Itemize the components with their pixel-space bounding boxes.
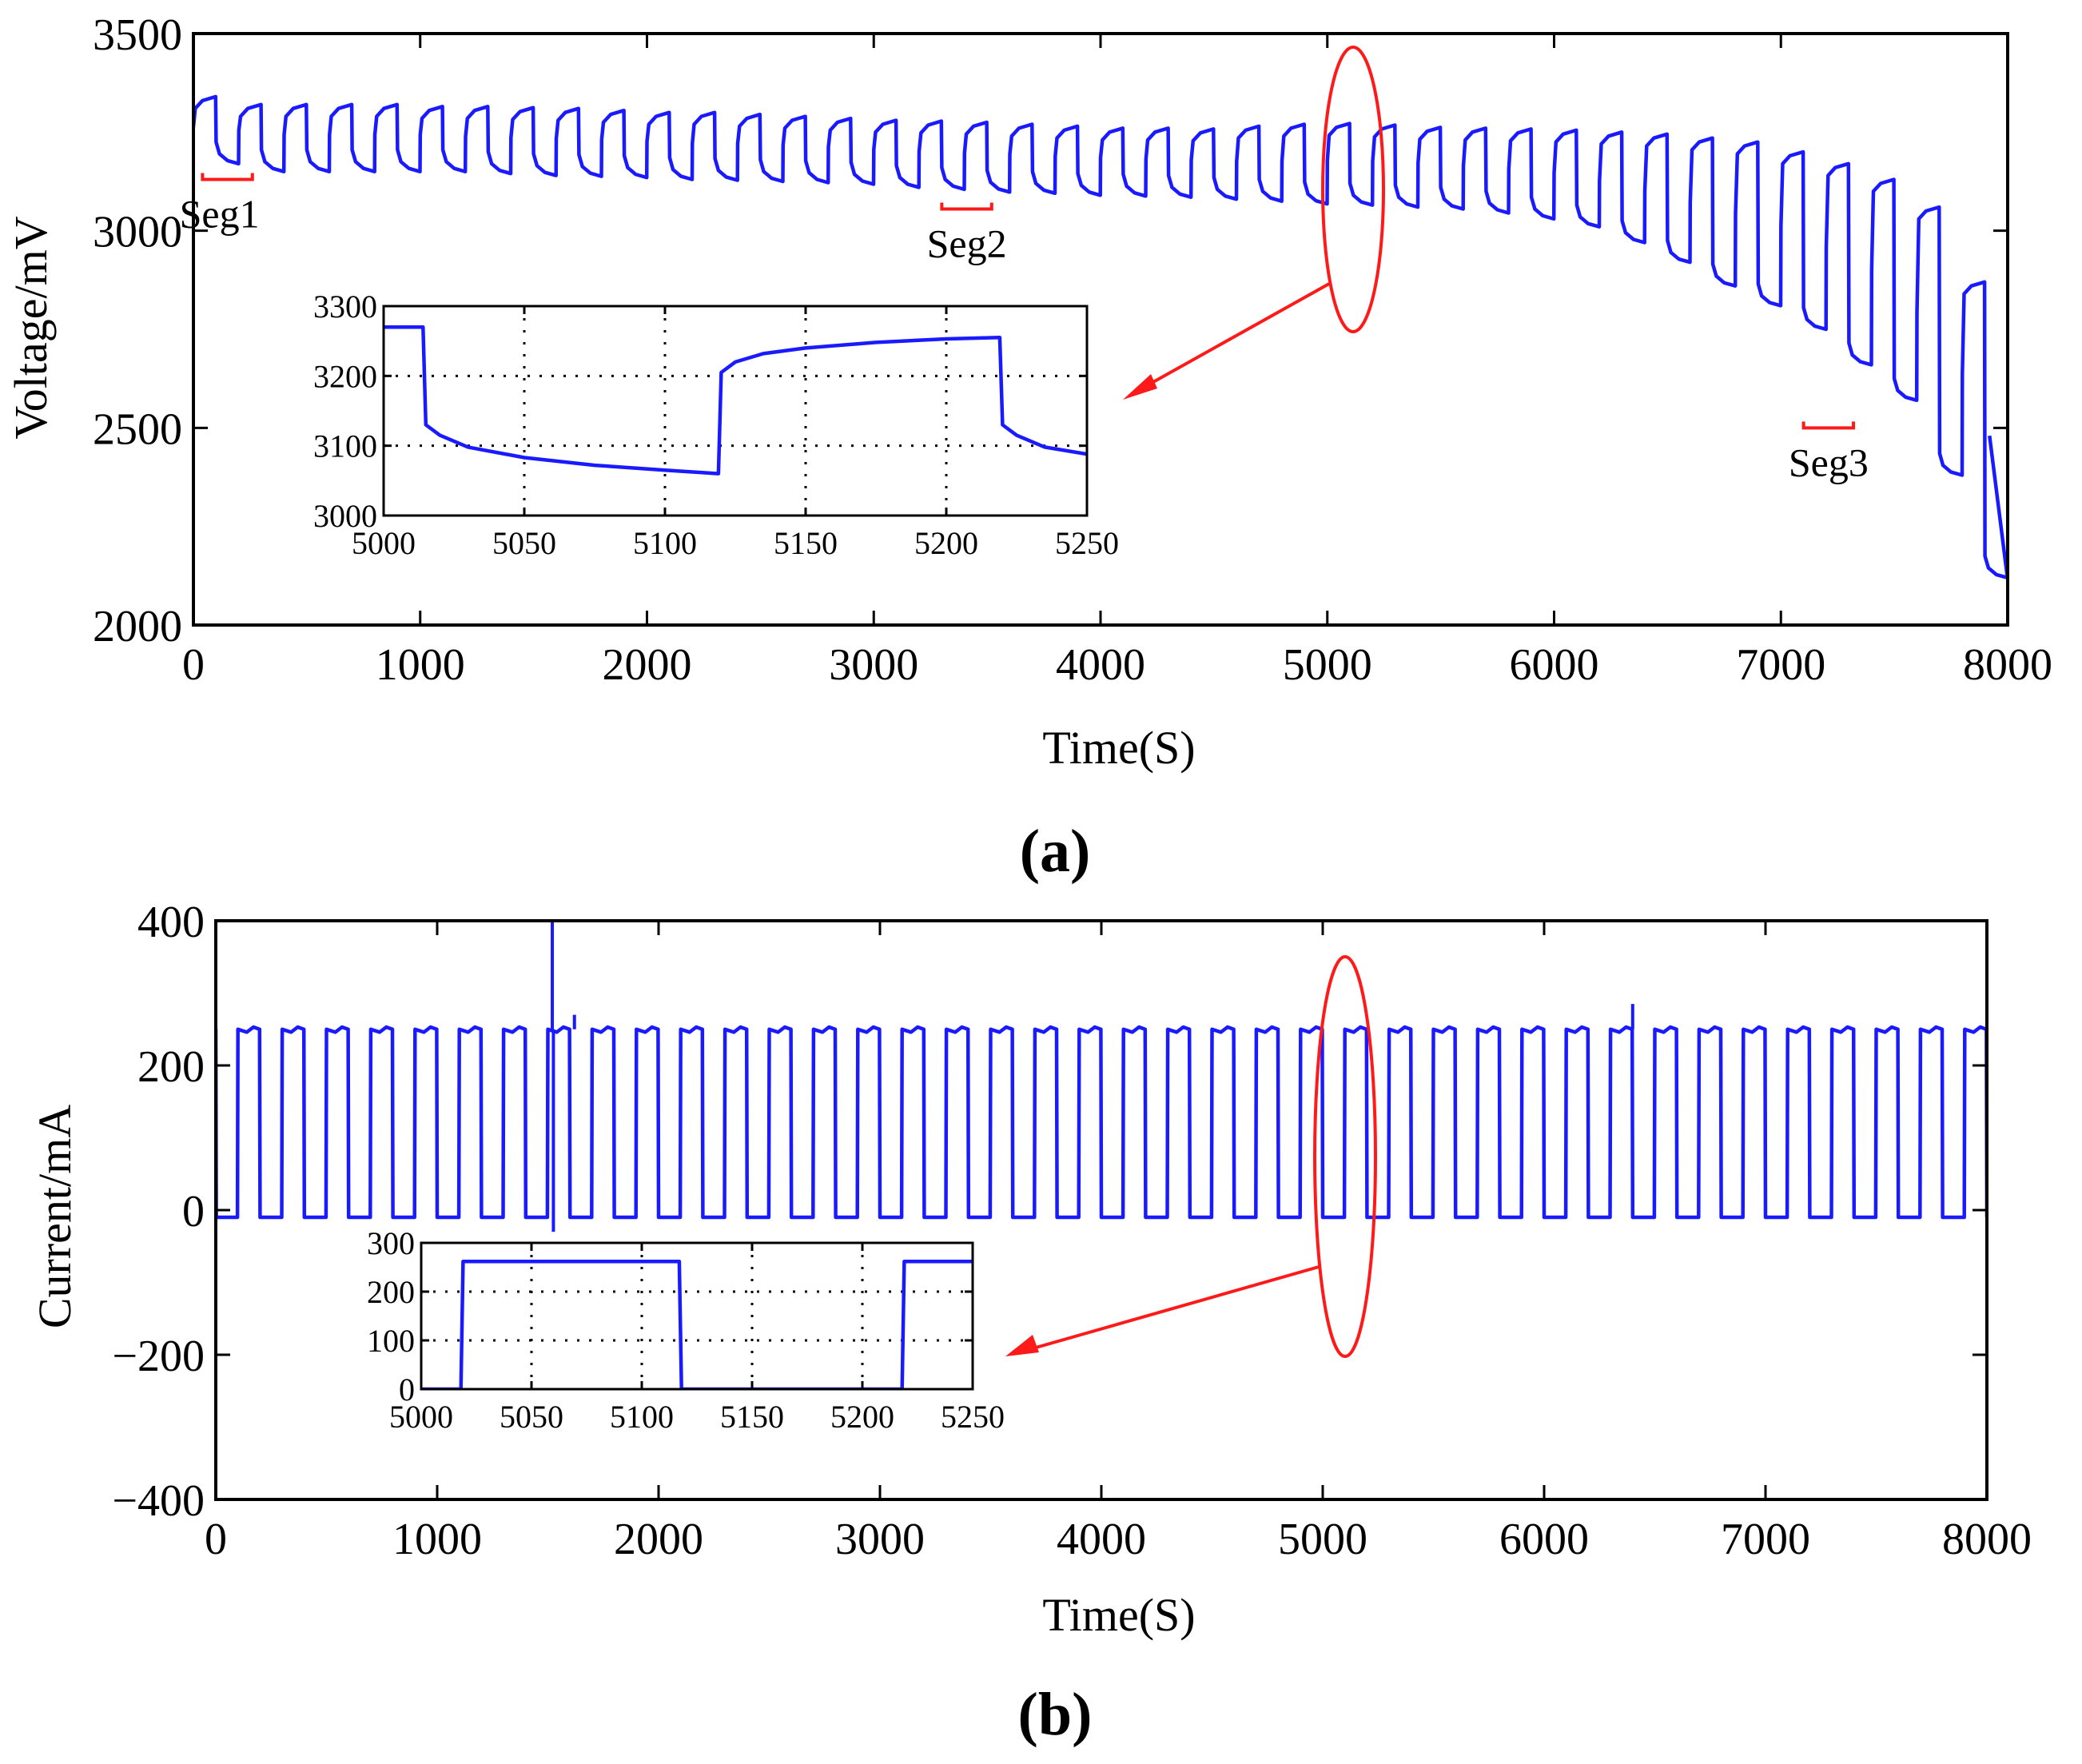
voltage-x-axis-label: Time(S) <box>1042 722 1195 774</box>
panel-b-label: (b) <box>1018 1681 1093 1748</box>
voltage-zoom-arrowhead <box>1123 374 1157 400</box>
x-tick-label: 6000 <box>1499 1515 1589 1564</box>
y-tick-label: 100 <box>367 1323 415 1359</box>
x-tick-label: 5200 <box>914 525 978 561</box>
x-tick-label: 0 <box>205 1515 227 1564</box>
y-tick-label: 300 <box>367 1225 415 1261</box>
x-tick-label: 5250 <box>941 1399 1005 1435</box>
x-tick-label: 5100 <box>610 1399 674 1435</box>
x-tick-label: 5000 <box>352 525 416 561</box>
voltage-y-axis-label: Voltage/mV <box>5 216 57 439</box>
current-y-axis-label: Current/mA <box>29 1105 81 1328</box>
current-zoom-arrow <box>1024 1265 1320 1352</box>
x-tick-label: 5200 <box>830 1399 894 1435</box>
x-tick-label: 5000 <box>1278 1515 1367 1564</box>
voltage-series-line <box>193 94 2008 580</box>
x-tick-label: 3000 <box>835 1515 925 1564</box>
x-tick-label: 5150 <box>720 1399 784 1435</box>
x-tick-label: 5050 <box>500 1399 563 1435</box>
y-tick-label: 3000 <box>313 498 377 534</box>
y-tick-label: 3300 <box>313 289 377 325</box>
x-tick-label: 7000 <box>1736 640 1825 690</box>
y-tick-label: −400 <box>112 1476 205 1526</box>
x-tick-label: 0 <box>182 640 205 690</box>
x-tick-label: 1000 <box>376 640 465 690</box>
segment-bracket <box>1801 421 1856 430</box>
current-x-axis-label: Time(S) <box>1042 1589 1195 1641</box>
voltage-zoom-arrow <box>1138 282 1330 392</box>
current-highlight-ellipse <box>1313 955 1377 1358</box>
y-tick-label: 200 <box>367 1274 415 1310</box>
y-tick-label: 400 <box>137 898 205 947</box>
y-tick-label: 3100 <box>313 428 377 464</box>
x-tick-label: 5000 <box>1283 640 1372 690</box>
segment-label: Seg3 <box>1789 440 1869 484</box>
y-tick-label: −200 <box>112 1332 205 1381</box>
current-inset-frame <box>420 1241 974 1391</box>
y-tick-label: 3000 <box>93 208 182 257</box>
voltage-inset-line <box>384 325 1087 476</box>
segment-bracket <box>201 173 254 181</box>
x-tick-label: 1000 <box>392 1515 482 1564</box>
x-tick-label: 5100 <box>633 525 697 561</box>
current-panel: 0 1000 2000 3000 4000 5000 6000 7000 8000−400−20… <box>29 898 2032 1748</box>
x-tick-label: 2000 <box>614 1515 703 1564</box>
panel-a-label: (a) <box>1020 818 1091 885</box>
y-tick-label: 0 <box>182 1187 205 1236</box>
x-tick-label: 5150 <box>774 525 838 561</box>
y-tick-label: 2000 <box>93 602 182 651</box>
x-tick-label: 4000 <box>1056 640 1145 690</box>
x-tick-label: 5000 <box>389 1399 453 1435</box>
y-tick-label: 3500 <box>93 10 182 60</box>
x-tick-label: 8000 <box>1942 1515 2032 1564</box>
y-tick-label: 2500 <box>93 404 182 454</box>
x-tick-label: 8000 <box>1963 640 2052 690</box>
y-tick-label: 3200 <box>313 358 377 394</box>
x-tick-label: 6000 <box>1510 640 1599 690</box>
current-inset-line <box>421 1259 973 1389</box>
y-tick-label: 0 <box>399 1372 415 1408</box>
voltage-highlight-ellipse <box>1321 46 1385 333</box>
x-tick-label: 5050 <box>492 525 556 561</box>
x-tick-label: 4000 <box>1057 1515 1146 1564</box>
current-series-line <box>216 1025 1987 1220</box>
segment-label: Seg2 <box>927 221 1007 266</box>
x-tick-label: 2000 <box>603 640 692 690</box>
x-tick-label: 5250 <box>1055 525 1119 561</box>
x-tick-label: 7000 <box>1721 1515 1810 1564</box>
segment-label: Seg1 <box>180 192 260 237</box>
x-tick-label: 3000 <box>829 640 918 690</box>
voltage-panel: 0 1000 2000 3000 4000 5000 6000 7000 8000 2000 250… <box>5 10 2052 885</box>
voltage-inset-frame <box>382 305 1089 517</box>
segment-bracket <box>940 202 993 211</box>
y-tick-label: 200 <box>137 1042 205 1092</box>
current-zoom-arrowhead <box>1005 1335 1039 1356</box>
